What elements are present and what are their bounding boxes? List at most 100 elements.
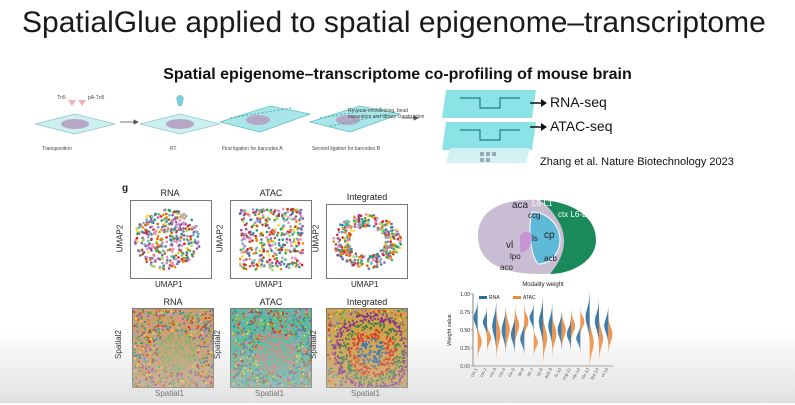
violin-atac — [562, 310, 566, 349]
umap-scatter — [231, 201, 311, 278]
device-diagram — [440, 88, 540, 173]
umap-ylabel: UMAP2 — [115, 225, 124, 253]
rna-seq-label: RNA-seq — [550, 94, 607, 110]
violin-rna — [604, 306, 608, 344]
x-tick-label: vl-15 — [600, 367, 609, 378]
umap-title: ATAC — [228, 188, 314, 198]
violin-rna — [567, 318, 571, 351]
x-tick-label: ctx-1 — [469, 367, 478, 378]
umap-plot-rna — [130, 200, 212, 279]
violin-atac — [599, 317, 603, 361]
violin-atac — [524, 304, 528, 338]
umap-title: RNA — [127, 188, 213, 198]
violin-rna — [502, 308, 506, 354]
brain-region-label: aco — [500, 263, 513, 272]
umap-xlabel: UMAP1 — [155, 280, 183, 289]
reagent-label: pA-Tn5 — [88, 95, 104, 101]
spatial-xlabel: Spatial1 — [351, 389, 380, 398]
violin-atac — [580, 308, 584, 335]
x-tick-label: str-6 — [516, 367, 525, 378]
y-tick-label: 0.50 — [460, 328, 470, 334]
workflow-step-label: Reverse crosslinking, bead separation an… — [348, 108, 430, 120]
x-tick-label: acb-9 — [543, 367, 553, 380]
brain-region-label: vl — [506, 240, 513, 251]
violin-rna — [530, 304, 534, 332]
violin-rna — [483, 308, 487, 337]
umap-scatter — [131, 201, 211, 278]
brain-region-label: acb — [544, 254, 557, 263]
brain-region-label: ctx L6-L1 — [558, 210, 591, 219]
x-tick-label: cp-8 — [535, 367, 544, 378]
brain-annotation: aca L6-L1 ccg ctx L6-L1 cp ls vl lpo aco… — [470, 196, 600, 276]
spatial-map — [133, 309, 213, 387]
violin-rna — [492, 301, 496, 353]
violin-atac — [515, 306, 519, 346]
workflow-step-label: First ligation for barcodes A — [222, 146, 283, 152]
spatial-map — [327, 309, 407, 387]
transposition-slide — [35, 100, 115, 134]
violin-rna — [595, 299, 599, 343]
x-tick-label: ctx-5 — [507, 367, 516, 378]
brain-region-label: L6-L1 — [532, 199, 552, 208]
umap-title: Integrated — [324, 192, 410, 202]
spatial-ylabel: Spatial2 — [309, 330, 318, 359]
x-tick-label: str-7 — [526, 367, 535, 378]
brain-region-label: cp — [544, 230, 555, 241]
reagent-label: Tn5 — [57, 95, 66, 101]
umap-xlabel: UMAP1 — [351, 280, 379, 289]
violin-atac — [608, 315, 612, 353]
violin-atac — [590, 318, 594, 368]
spatial-plot-atac — [230, 308, 312, 388]
spatial-title: ATAC — [228, 297, 314, 307]
violin-atac — [552, 312, 556, 357]
x-tick-label: ctx-3 — [488, 367, 497, 378]
atac-seq-label: ATAC-seq — [550, 118, 613, 134]
umap-xlabel: UMAP1 — [255, 280, 283, 289]
legend-swatch — [513, 296, 521, 299]
brain-region-label: lpo — [510, 252, 521, 261]
brain-region-label: aca — [512, 200, 528, 211]
violin-atac — [534, 328, 538, 356]
workflow-step-label: Transposition — [42, 146, 72, 152]
y-tick-label: 1.00 — [460, 292, 470, 298]
chart-ylabel: Weight value — [447, 314, 453, 346]
citation: Zhang et al. Nature Biotechnology 2023 — [540, 156, 734, 168]
y-tick-label: 0.75 — [460, 310, 470, 316]
workflow-schematic: Tn5 pA-Tn5 Transposition RT First ligati… — [30, 92, 430, 162]
umap-ylabel: UMAP2 — [215, 225, 224, 253]
first-ligation-chip — [220, 106, 310, 132]
umap-ylabel: UMAP2 — [311, 225, 320, 253]
slide-subtitle: Spatial epigenome–transcriptome co-profi… — [0, 66, 795, 84]
violin-atac — [487, 324, 491, 353]
umap-scatter — [327, 205, 407, 278]
violin-rna — [474, 301, 478, 336]
violin-rna — [539, 296, 543, 347]
spatial-title: Integrated — [324, 297, 410, 307]
spatial-title: RNA — [130, 297, 216, 307]
spatial-xlabel: Spatial1 — [155, 389, 184, 398]
legend-label: ATAC — [523, 295, 536, 301]
violin-rna — [511, 315, 515, 355]
violin-atac — [496, 308, 500, 360]
legend-label: RNA — [489, 295, 500, 301]
spatial-ylabel: Spatial2 — [213, 330, 222, 359]
violin-atac — [543, 313, 547, 364]
spatial-xlabel: Spatial1 — [255, 389, 284, 398]
legend-swatch — [479, 296, 487, 299]
x-tick-label: ctx-4 — [497, 367, 506, 378]
umap-plot-atac — [230, 200, 312, 279]
x-tick-label: ctx-2 — [479, 367, 488, 378]
umap-plot-integrated — [326, 204, 408, 279]
violin-rna — [586, 292, 590, 342]
rt-slide — [140, 95, 220, 134]
microfluidic-device — [440, 88, 540, 173]
spatial-plot-integrated — [326, 308, 408, 388]
violin-atac — [478, 325, 482, 360]
output-arrows — [528, 95, 548, 135]
y-tick-label: 0.25 — [460, 346, 470, 352]
violin-atac — [506, 307, 510, 353]
workflow-step-label: RT — [170, 146, 177, 152]
spatial-ylabel: Spatial2 — [114, 330, 123, 359]
violin-rna — [548, 303, 552, 348]
